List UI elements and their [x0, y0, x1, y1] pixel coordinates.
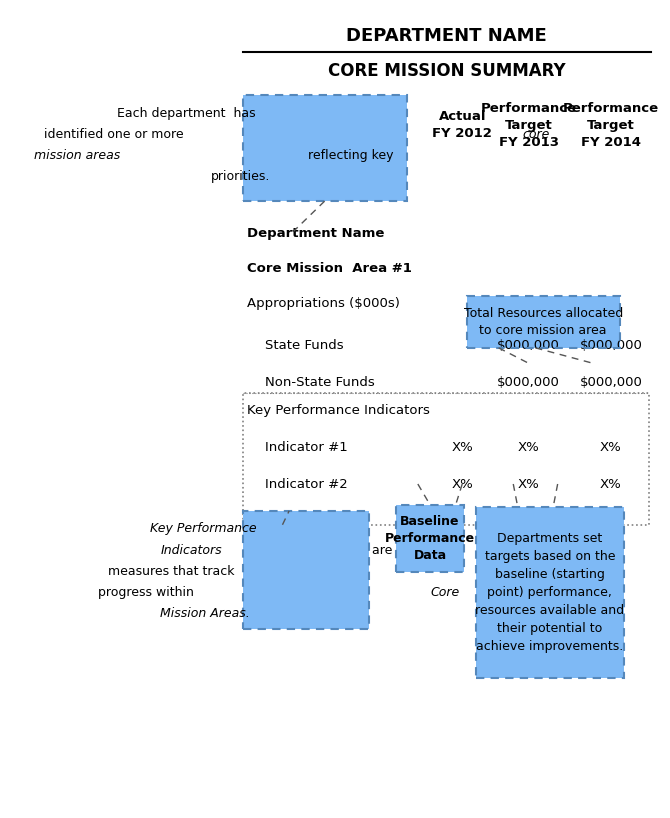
- Text: mission areas: mission areas: [34, 149, 120, 162]
- Text: Indicators: Indicators: [160, 543, 222, 556]
- Bar: [243, 95, 407, 201]
- Text: Indicator #2: Indicator #2: [265, 478, 348, 491]
- Text: X%: X%: [518, 441, 539, 454]
- Text: Total Resources allocated
to core mission area: Total Resources allocated to core missio…: [464, 308, 623, 337]
- Text: X%: X%: [452, 478, 473, 491]
- Text: X%: X%: [600, 478, 622, 491]
- Bar: [396, 506, 464, 572]
- Text: X%: X%: [518, 478, 539, 491]
- Bar: [243, 511, 369, 629]
- Text: Department Name: Department Name: [247, 227, 385, 240]
- Text: Key Performance Indicators: Key Performance Indicators: [247, 404, 430, 417]
- Text: core: core: [522, 128, 549, 141]
- Text: $000,000: $000,000: [497, 375, 560, 389]
- Bar: [396, 506, 464, 572]
- Text: Mission Areas.: Mission Areas.: [160, 607, 250, 620]
- Bar: [467, 296, 620, 348]
- Text: CORE MISSION SUMMARY: CORE MISSION SUMMARY: [328, 61, 565, 79]
- Bar: [476, 507, 624, 678]
- Text: Departments set
targets based on the
baseline (starting
point) performance,
reso: Departments set targets based on the bas…: [475, 532, 624, 653]
- Bar: [243, 95, 407, 201]
- Text: Baseline
Performance
Data: Baseline Performance Data: [385, 515, 475, 562]
- Text: Key Performance: Key Performance: [150, 523, 257, 535]
- Text: State Funds: State Funds: [265, 339, 343, 352]
- Text: $000,000: $000,000: [580, 339, 643, 352]
- Bar: [243, 511, 369, 629]
- Text: X%: X%: [452, 441, 473, 454]
- Text: measures that track: measures that track: [109, 564, 235, 578]
- Text: Each department  has: Each department has: [117, 106, 255, 119]
- Text: progress within: progress within: [98, 586, 198, 599]
- Text: $000,000: $000,000: [497, 339, 560, 352]
- Text: Actual
FY 2012: Actual FY 2012: [432, 110, 492, 141]
- Text: Appropriations ($000s): Appropriations ($000s): [247, 296, 400, 309]
- Text: $000,000: $000,000: [580, 375, 643, 389]
- Text: Core Mission  Area #1: Core Mission Area #1: [247, 263, 412, 276]
- Text: Indicator #1: Indicator #1: [265, 441, 348, 454]
- Text: are: are: [368, 543, 393, 556]
- Text: Performance
Target
FY 2014: Performance Target FY 2014: [563, 101, 659, 149]
- Text: identified one or more: identified one or more: [44, 128, 188, 141]
- Text: priorities.: priorities.: [210, 170, 270, 183]
- Bar: [243, 393, 649, 525]
- Text: X%: X%: [600, 441, 622, 454]
- Bar: [476, 507, 624, 678]
- Text: Performance
Target
FY 2013: Performance Target FY 2013: [481, 101, 577, 149]
- Text: Non-State Funds: Non-State Funds: [265, 375, 375, 389]
- Text: Core: Core: [430, 586, 460, 599]
- Text: reflecting key: reflecting key: [304, 149, 393, 162]
- Bar: [467, 296, 620, 348]
- Text: DEPARTMENT NAME: DEPARTMENT NAME: [346, 27, 547, 45]
